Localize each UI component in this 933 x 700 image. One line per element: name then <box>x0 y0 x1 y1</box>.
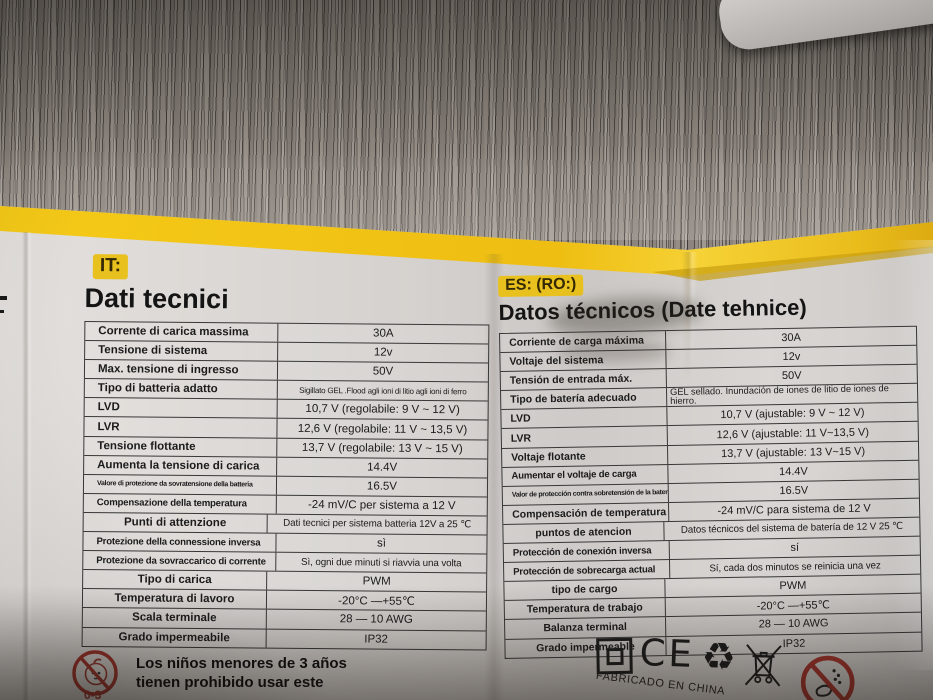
spec-table-it: Corrente di carica massima 30A Tensione di… <box>81 320 490 651</box>
row-label: Valor de protección contra sobretensión … <box>502 483 669 505</box>
paper-shape <box>0 206 933 700</box>
row-label: Scala terminale <box>82 608 267 629</box>
weee-crossed-bin-icon <box>745 644 782 687</box>
paper-fold-top <box>682 252 698 382</box>
row-label: Tipo di carica <box>83 570 268 590</box>
row-value: 28 — 10 AWG <box>339 613 413 627</box>
row-label: Tipo de batería adecuado <box>501 388 668 410</box>
row-label: puntos de atencion <box>503 522 665 543</box>
edge-print-mark <box>0 310 4 313</box>
row-label: Protección de sobrecarga actual <box>504 560 671 582</box>
row-value: 12v <box>373 346 393 359</box>
no-children-under-3-icon: 0-3 <box>70 646 120 700</box>
ce-mark-icon: CE <box>638 630 696 676</box>
row-label: Temperatura di lavoro <box>82 589 268 610</box>
row-value: 30A <box>373 327 394 340</box>
language-badge-it: IT: <box>92 254 129 280</box>
row-value: 12,6 V (regolabile: 11 V ~ 13,5 V) <box>297 422 468 436</box>
age-range-label: 0-3 <box>84 688 102 700</box>
warning-line-2: tienen prohibido usar este <box>136 674 324 691</box>
row-value: -20°C —+55℃ <box>338 595 415 609</box>
row-label: LVR <box>501 426 668 448</box>
row-value: 13,7 V (regolabile: 13 V ~ 15 V) <box>301 441 463 455</box>
recycling-mobius-icon: ♻ <box>700 634 737 680</box>
certification-marks: CE ♻ FABRICADO EN CHINA <box>595 631 859 700</box>
shadow-smudge <box>556 340 671 362</box>
row-label: LVD <box>501 407 668 429</box>
row-value: -24 mV/C per sistema a 12 V <box>307 498 456 513</box>
yellow-header-band <box>0 206 933 276</box>
row-value: Dati tecnici per sistema batteria 12V a … <box>283 518 472 531</box>
row-value: PWM <box>362 575 391 588</box>
row-value: 10,7 V (regolabile: 9 V ~ 12 V) <box>305 403 460 417</box>
row-label: Punti di attenzione <box>83 512 268 533</box>
row-value: 14.4V <box>367 461 398 474</box>
row-label: Voltaje flotante <box>502 445 669 467</box>
no-water-exposure-icon <box>801 655 855 700</box>
row-value: Sì, ogni due minuti si riavvia una volta <box>301 556 462 569</box>
row-label: Aumenta la tensione di carica <box>84 455 278 476</box>
row-label: Protección de conexión inversa <box>503 541 670 563</box>
row-value: sì <box>376 537 387 550</box>
table-title-it: Dati tecnici <box>84 282 229 315</box>
row-label: Temperatura de trabajo <box>504 598 666 620</box>
edge-print-mark <box>0 296 7 300</box>
row-label: Compensación de temperatura <box>503 502 670 524</box>
paper-crease-left <box>22 232 32 700</box>
row-label: Protezione della connessione inversa <box>83 532 277 552</box>
spec-table-es-ro: Corriente de carga máxima 30A Voltaje del … <box>498 325 923 659</box>
paper-crease-middle <box>484 254 504 700</box>
row-label: Aumentar el voltaje de carga <box>502 464 669 486</box>
warning-text: Los niños menores de 3 años tienen prohi… <box>136 654 347 692</box>
age-warning: 0-3 Los niños menores de 3 años tienen p… <box>70 646 347 700</box>
language-badge-es-ro: ES: (RO:) <box>498 274 584 297</box>
row-label: LVR <box>84 417 278 438</box>
row-label: Protezione da sovraccarico di corrente <box>83 551 277 571</box>
row-label: Tensione flottante <box>84 436 278 457</box>
row-value: Sigillato GEL .Flood agli ioni di litio … <box>299 385 467 397</box>
paper-edge-highlight <box>893 240 933 670</box>
row-label: Tipo di batteria adatto <box>84 379 278 400</box>
row-value: 16.5V <box>366 480 398 493</box>
row-label: Tensione di sistema <box>85 341 279 361</box>
band-fold-echo <box>652 246 933 281</box>
warning-line-1: Los niños menores de 3 años <box>136 655 347 672</box>
row-value: 50V <box>372 365 394 378</box>
row-label: Grado impermeabile <box>82 627 267 648</box>
row-label: Compensazione della temperatura <box>83 493 277 514</box>
row-label: tipo de cargo <box>504 579 666 601</box>
row-label: Corrente di carica massima <box>85 322 279 342</box>
row-label: Tensión de entrada máx. <box>500 369 667 391</box>
row-label: Valore di protezione da sovratensione de… <box>83 474 278 495</box>
row-label: Max. tensione di ingresso <box>84 360 279 380</box>
panel-italian: IT: Dati tecnici Corrente di carica mass… <box>81 254 490 651</box>
row-label: LVD <box>84 398 278 419</box>
class-ii-double-insulation-icon <box>596 637 633 675</box>
